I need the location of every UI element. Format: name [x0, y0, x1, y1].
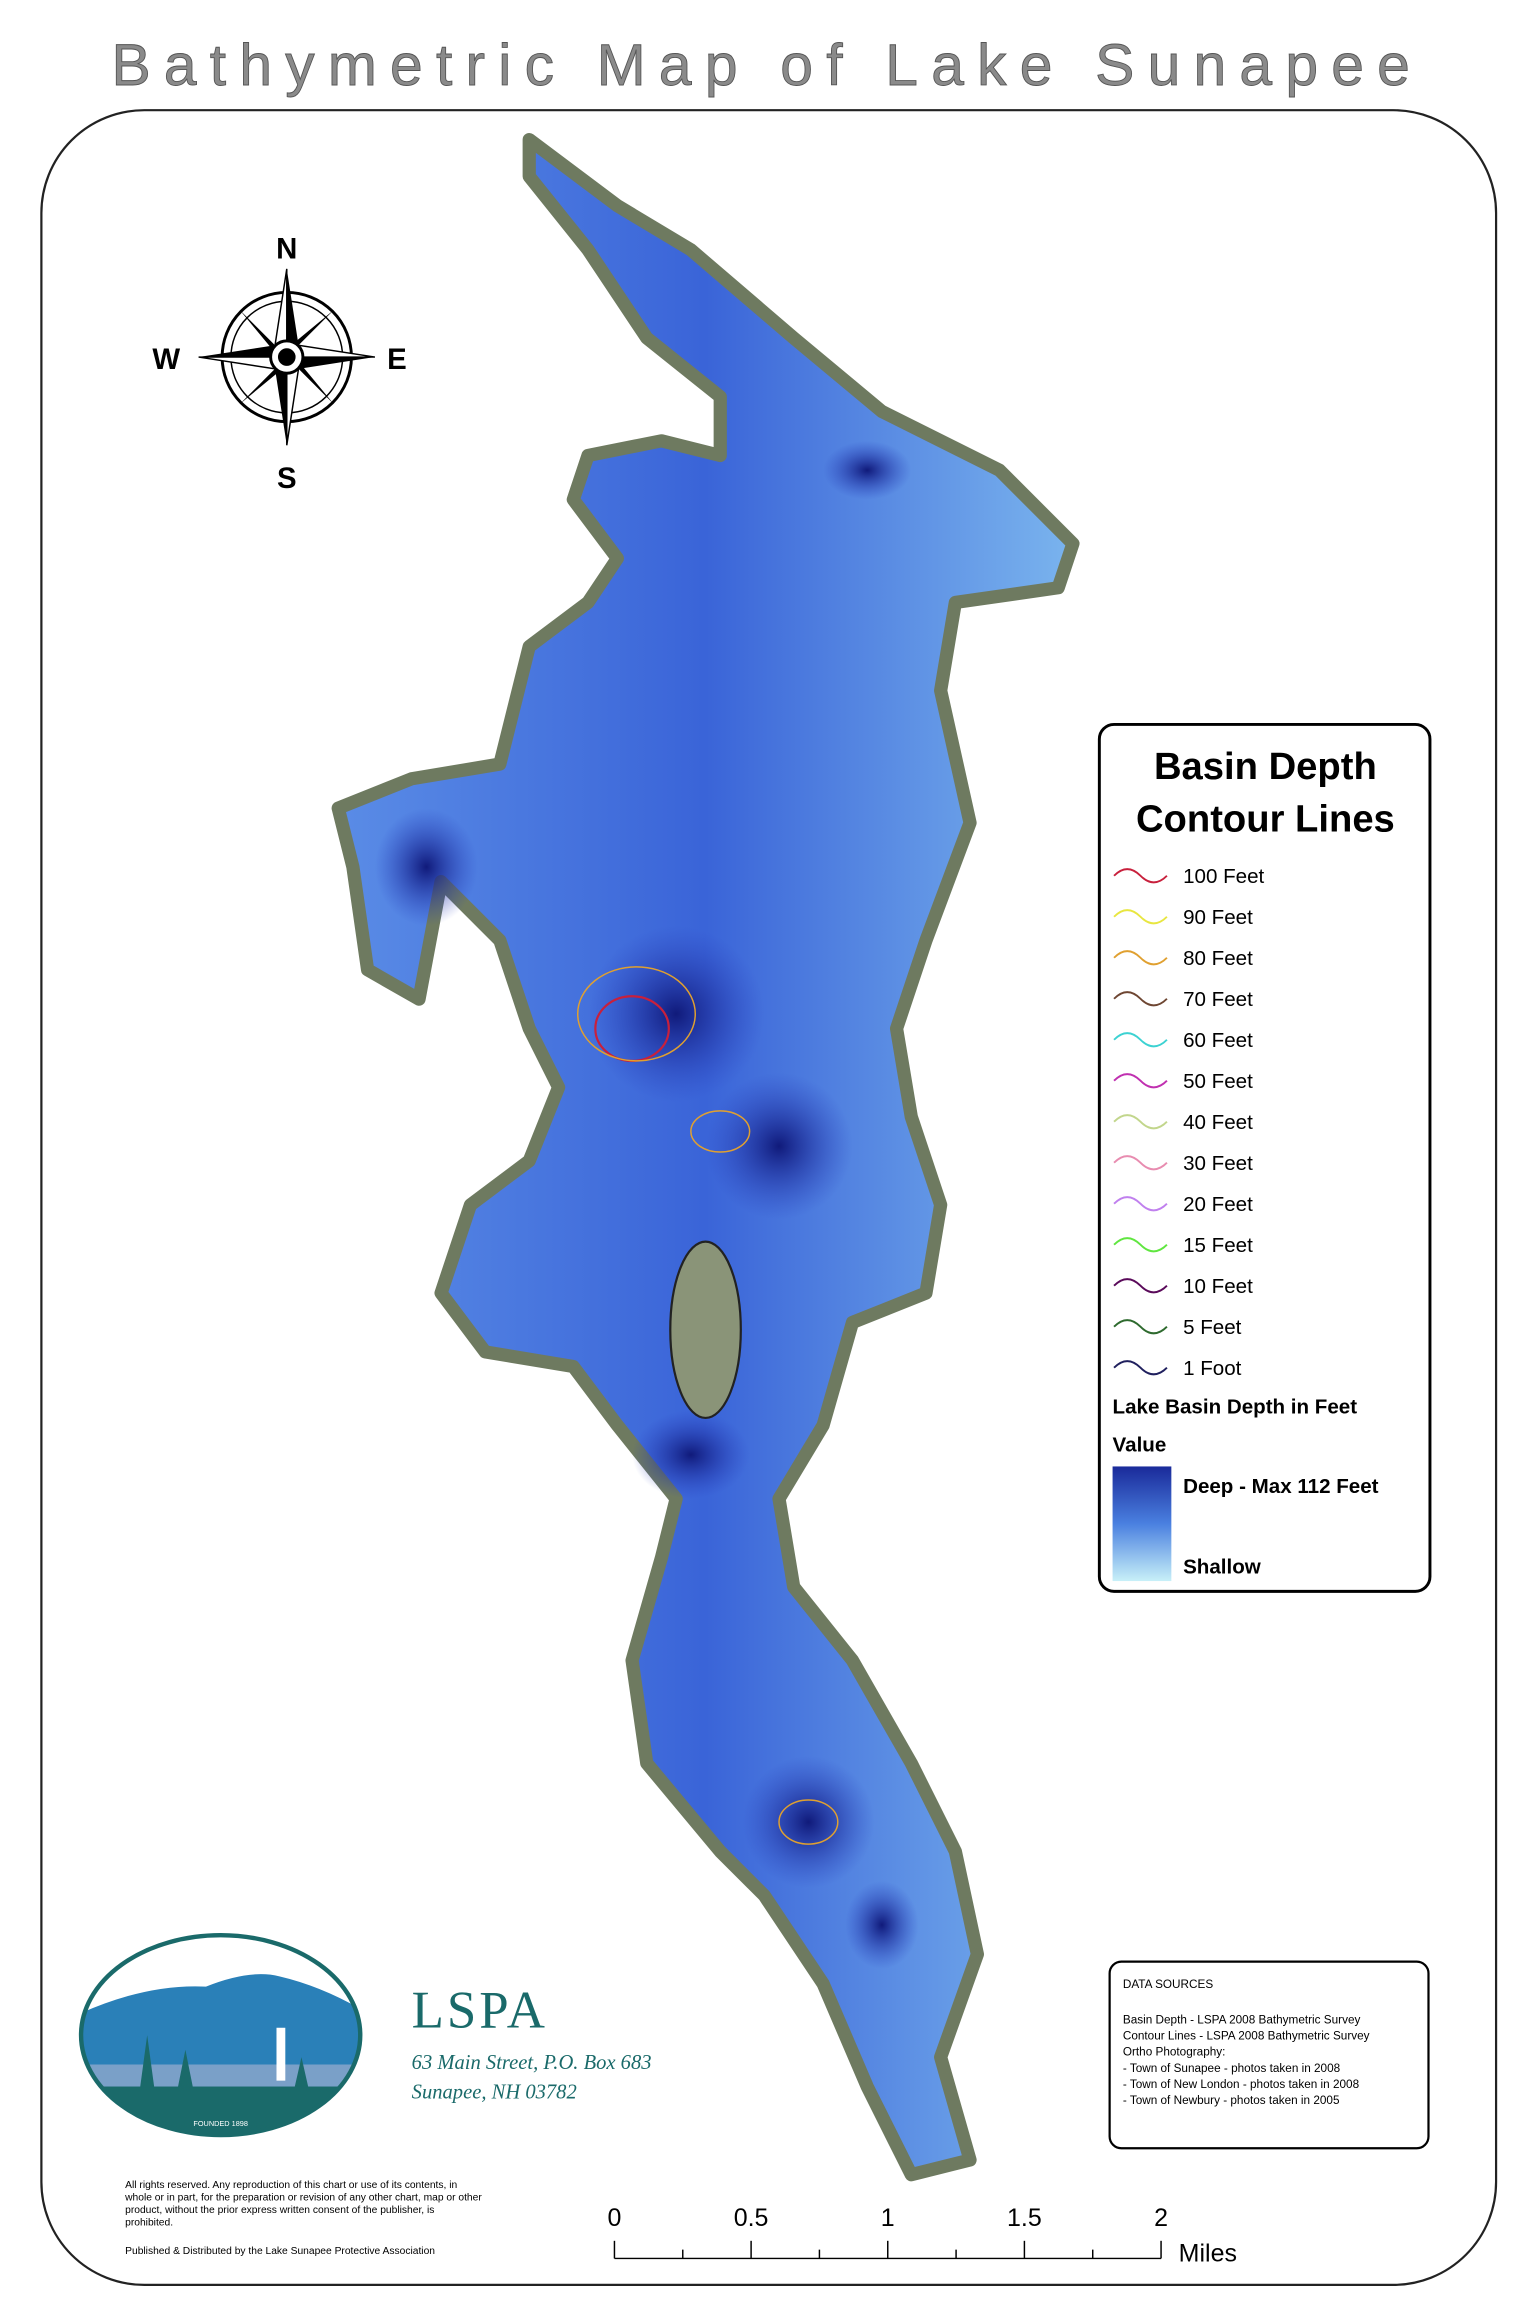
- legend-label: 30 Feet: [1183, 1152, 1253, 1175]
- compass-north: N: [276, 233, 297, 266]
- legend-symbol: [1113, 950, 1168, 966]
- legend-label: 60 Feet: [1183, 1029, 1253, 1052]
- data-source-line: Basin Depth - LSPA 2008 Bathymetric Surv…: [1123, 2013, 1361, 2026]
- scale-tick-label: 0: [608, 2204, 622, 2232]
- copyright-line: All rights reserved. Any reproduction of…: [125, 2180, 457, 2191]
- legend-symbol: [1113, 1278, 1168, 1294]
- legend-symbol: [1113, 909, 1168, 925]
- legend-symbol: [1113, 991, 1168, 1007]
- legend-label: 90 Feet: [1183, 906, 1253, 929]
- copyright-line: prohibited.: [125, 2217, 173, 2228]
- data-source-line: - Town of Newbury - photos taken in 2005: [1123, 2094, 1340, 2107]
- legend-label: 20 Feet: [1183, 1193, 1253, 1216]
- scale-tick-label: 1.5: [1007, 2204, 1042, 2232]
- scale-tick-label: 0.5: [734, 2204, 769, 2232]
- legend-title: Contour Lines: [1136, 798, 1395, 841]
- legend-symbol: [1113, 1114, 1168, 1130]
- compass-south: S: [277, 462, 297, 495]
- shallow-label: Shallow: [1183, 1556, 1262, 1579]
- compass-rose: [198, 268, 376, 446]
- legend-items: 100 Feet 90 Feet 80 Feet 70 Feet 60 Feet 50 F…: [1113, 865, 1265, 1380]
- depth-ramp: [1112, 1466, 1172, 1582]
- scale-bar: 0 0.5 1 1.5 2 Miles: [608, 2204, 1237, 2267]
- legend-label: 15 Feet: [1183, 1234, 1253, 1257]
- legend-symbol: [1113, 868, 1168, 884]
- scale-unit: Miles: [1179, 2239, 1237, 2267]
- legend-label: 80 Feet: [1183, 947, 1253, 970]
- lspa-logo: FOUNDED 1898: [78, 1932, 363, 2138]
- published-note: Published & Distributed by the Lake Suna…: [125, 2246, 435, 2257]
- data-sources-box: [1108, 1960, 1430, 2150]
- legend-label: 40 Feet: [1183, 1111, 1253, 1134]
- scale-tick-label: 2: [1154, 2204, 1168, 2232]
- legend-symbol: [1113, 1237, 1168, 1253]
- data-sources-title: DATA SOURCES: [1123, 1978, 1213, 1991]
- address-line: Sunapee, NH 03782: [412, 2081, 577, 2103]
- value-label: Value: [1113, 1434, 1167, 1457]
- compass-west: W: [152, 343, 180, 376]
- scale-tick-label: 1: [881, 2204, 895, 2232]
- data-source-line: - Town of New London - photos taken in 2…: [1123, 2078, 1360, 2091]
- legend-symbol: [1113, 1196, 1168, 1212]
- legend-symbol: [1113, 1032, 1168, 1048]
- legend-label: 10 Feet: [1183, 1275, 1253, 1298]
- data-source-line: - Town of Sunapee - photos taken in 2008: [1123, 2062, 1341, 2075]
- data-source-line: Contour Lines - LSPA 2008 Bathymetric Su…: [1123, 2030, 1370, 2043]
- deep-label: Deep - Max 112 Feet: [1183, 1475, 1379, 1498]
- depth-title: Lake Basin Depth in Feet: [1113, 1396, 1358, 1419]
- founded-label: FOUNDED 1898: [193, 2119, 248, 2128]
- map-title: Bathymetric Map of Lake Sunapee: [111, 33, 1423, 98]
- address-line: 63 Main Street, P.O. Box 683: [412, 2052, 652, 2074]
- legend-symbol: [1113, 1360, 1168, 1376]
- legend-label: 50 Feet: [1183, 1070, 1253, 1093]
- data-sources-lines: Basin Depth - LSPA 2008 Bathymetric Surv…: [1123, 2013, 1370, 2107]
- map-frame: [40, 109, 1498, 2286]
- lake: [331, 132, 1080, 2182]
- legend-symbol: [1113, 1319, 1168, 1335]
- legend-box: [1097, 722, 1432, 1593]
- lspa-name: LSPA: [412, 1982, 548, 2040]
- copyright-line: product, without the prior express writt…: [125, 2205, 434, 2216]
- legend-symbol: [1113, 1073, 1168, 1089]
- copyright-line: whole or in part, for the preparation or…: [124, 2192, 482, 2203]
- legend-label: 1 Foot: [1183, 1357, 1242, 1380]
- legend-label: 100 Feet: [1183, 865, 1264, 888]
- data-source-line: Ortho Photography:: [1123, 2046, 1226, 2059]
- legend-symbol: [1113, 1155, 1168, 1171]
- copyright: All rights reserved. Any reproduction of…: [124, 2180, 482, 2228]
- legend-label: 5 Feet: [1183, 1316, 1242, 1339]
- legend-label: 70 Feet: [1183, 988, 1253, 1011]
- legend-title: Basin Depth: [1154, 745, 1377, 788]
- compass-east: E: [387, 343, 407, 376]
